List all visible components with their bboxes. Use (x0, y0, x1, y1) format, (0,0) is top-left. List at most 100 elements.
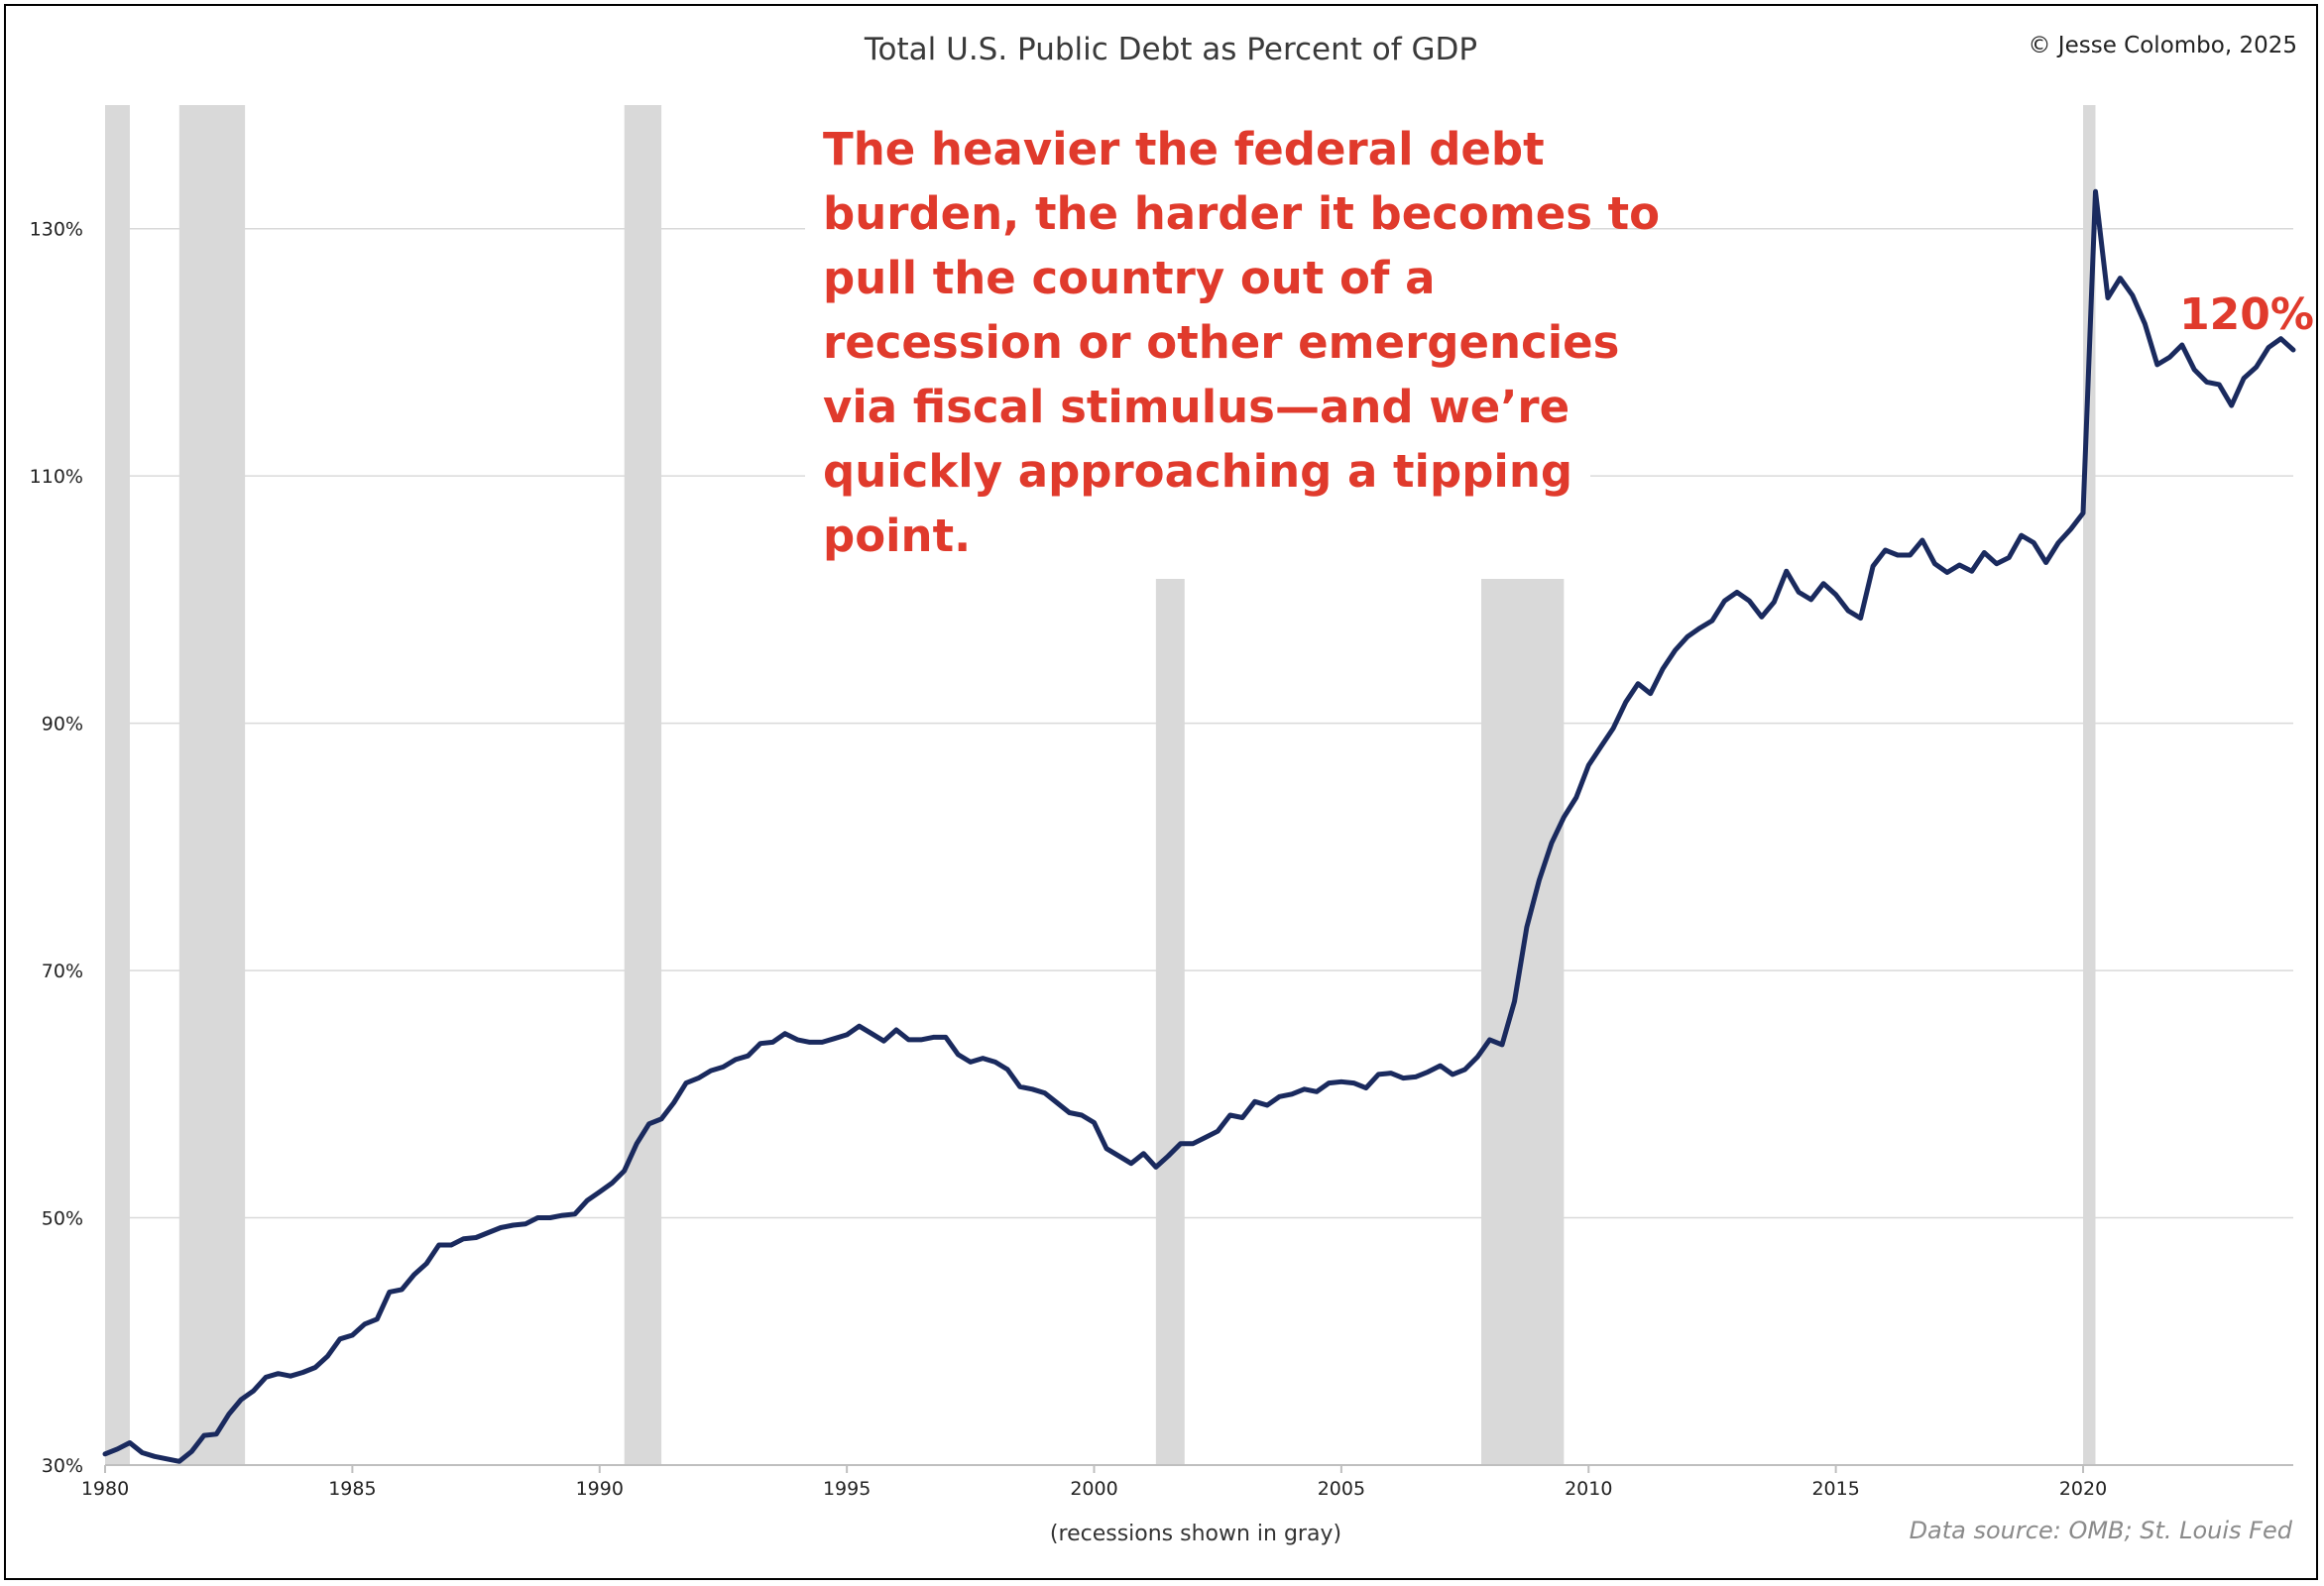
data-point (599, 1190, 601, 1192)
data-point (1365, 1086, 1367, 1089)
y-tick-label: 50% (42, 1208, 83, 1230)
data-point (178, 1460, 180, 1462)
data-point (1526, 926, 1528, 929)
copyright-text: © Jesse Colombo, 2025 (2029, 33, 2298, 58)
data-point (2181, 344, 2183, 346)
data-point (1835, 594, 1837, 596)
data-point (1093, 1121, 1096, 1124)
x-tick-label: 1995 (823, 1478, 871, 1500)
data-point (1587, 764, 1589, 766)
data-point (1946, 571, 1948, 574)
x-tick-label: 1985 (328, 1478, 376, 1500)
data-point (1291, 1093, 1293, 1095)
data-point (1390, 1073, 1392, 1075)
data-point (2255, 366, 2258, 369)
data-point (771, 1041, 773, 1044)
data-point (1996, 563, 1998, 565)
line-chart: 30% 50% 70% 90% 110% 130% 1980 1985 1990 1995 200… (30, 32, 2314, 1546)
data-point (487, 1231, 490, 1234)
y-tick-label: 70% (42, 961, 83, 982)
data-point (735, 1059, 737, 1061)
data-point (413, 1274, 415, 1276)
data-point (982, 1058, 984, 1060)
recession-band (105, 105, 130, 1465)
y-tick-label: 110% (30, 466, 83, 488)
data-point (2168, 356, 2170, 359)
data-point (376, 1318, 378, 1320)
data-point (129, 1441, 131, 1444)
data-point (1463, 1069, 1466, 1071)
recession-band (624, 105, 662, 1465)
data-point (1278, 1095, 1281, 1097)
data-point (240, 1399, 242, 1401)
data-point (672, 1101, 675, 1104)
data-point (1563, 816, 1565, 819)
data-point (2231, 404, 2233, 406)
data-point (1933, 563, 1936, 565)
y-axis-ticks: 30% 50% 70% 90% 110% 130% (30, 219, 83, 1477)
y-tick-label: 30% (42, 1455, 83, 1477)
data-point (1983, 551, 1985, 554)
data-point (846, 1034, 848, 1036)
data-point (351, 1334, 353, 1336)
data-point (524, 1223, 526, 1225)
data-point (1402, 1077, 1404, 1079)
data-point (314, 1366, 316, 1369)
data-point (462, 1238, 465, 1240)
data-point (1538, 879, 1540, 881)
annotation-line: point. (823, 510, 971, 562)
data-point (1909, 554, 1912, 556)
data-point (2057, 541, 2059, 544)
data-point (364, 1323, 366, 1325)
data-point (215, 1433, 217, 1435)
data-point (1476, 1056, 1478, 1058)
x-tick-label: 2000 (1070, 1478, 1117, 1500)
data-point (1056, 1101, 1058, 1104)
data-point (1674, 649, 1677, 651)
data-point (1723, 600, 1726, 602)
data-point (809, 1041, 811, 1044)
data-point (1044, 1091, 1046, 1094)
data-point (907, 1039, 910, 1041)
data-point (2021, 534, 2023, 536)
data-point (1303, 1088, 1306, 1090)
x-axis-ticks: 1980 1985 1990 1995 2000 2005 2010 2015 2020 (81, 1465, 2107, 1500)
data-point (1155, 1166, 1157, 1169)
x-tick-label: 2005 (1318, 1478, 1365, 1500)
data-point (1006, 1069, 1008, 1071)
data-point (1884, 549, 1887, 551)
data-point (859, 1025, 861, 1027)
data-point (1859, 618, 1862, 620)
data-point (2267, 346, 2269, 349)
data-point (660, 1118, 662, 1120)
annotation-text: The heavier the federal debt burden, the … (823, 123, 1660, 562)
data-point (1316, 1090, 1318, 1092)
data-point (1761, 616, 1763, 618)
data-point (611, 1183, 613, 1185)
annotation-line: quickly approaching a tipping (823, 445, 1572, 498)
annotation-line: The heavier the federal debt (823, 123, 1545, 175)
data-point (970, 1061, 972, 1063)
data-point (1105, 1148, 1107, 1150)
data-point (2082, 512, 2084, 514)
data-point (1698, 626, 1701, 629)
data-point (586, 1199, 588, 1201)
data-point (710, 1070, 712, 1072)
data-point (1921, 539, 1923, 541)
data-point (1229, 1114, 1231, 1116)
data-point (1650, 693, 1652, 695)
data-point (1551, 843, 1553, 845)
recession-band (1481, 579, 1565, 1465)
x-axis-label: (recessions shown in gray) (1050, 1522, 1341, 1546)
data-point (1205, 1136, 1207, 1139)
data-point (1501, 1044, 1503, 1046)
data-point (1217, 1130, 1219, 1132)
data-point (1575, 796, 1577, 799)
data-point (512, 1224, 515, 1226)
data-point (1340, 1080, 1342, 1082)
data-point (2107, 296, 2109, 299)
recession-bands (105, 105, 2096, 1465)
data-point (438, 1244, 440, 1246)
data-point (2206, 381, 2208, 383)
data-point (994, 1061, 996, 1063)
